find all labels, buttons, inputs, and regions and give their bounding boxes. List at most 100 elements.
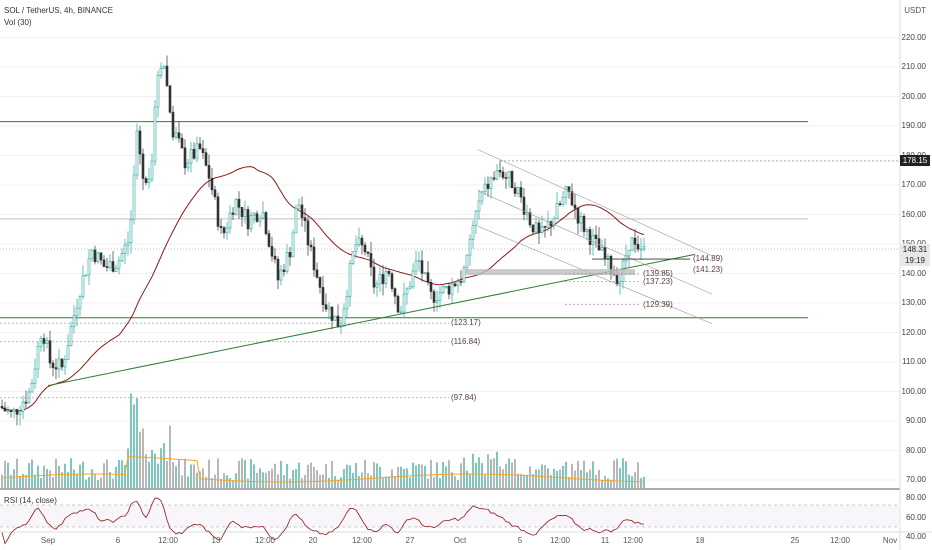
candle-body [78, 296, 82, 309]
volume-bar [286, 463, 288, 488]
volume-bar [13, 469, 15, 488]
candle-body [582, 215, 586, 232]
price-tick-label: 140.00 [901, 268, 926, 278]
volume-bar [139, 431, 141, 488]
candle-body [636, 244, 640, 250]
candle-body [462, 267, 466, 283]
volume-bar [202, 468, 204, 488]
volume-bar [88, 476, 90, 488]
countdown-badge: 19:19 [900, 255, 930, 266]
time-tick-label: 12:00 [351, 536, 373, 545]
volume-bar [220, 478, 222, 488]
volume-bar [484, 474, 486, 488]
candle-body [486, 183, 490, 189]
volume-bar [619, 468, 621, 488]
volume-bar [526, 474, 528, 488]
candle-body [480, 191, 484, 202]
candle-body [360, 237, 364, 246]
volume-bar [421, 464, 423, 488]
volume-bar [385, 476, 387, 488]
candle-body [519, 187, 523, 198]
candle-body [135, 130, 139, 176]
candle-body [285, 252, 289, 272]
volume-bar [469, 474, 471, 488]
volume-bar [634, 472, 636, 488]
candle-body [165, 65, 169, 87]
volume-bar [601, 479, 603, 488]
candle-body [477, 200, 481, 212]
volume-bar [163, 443, 165, 488]
volume-bar [133, 404, 135, 488]
volume-bar [586, 472, 588, 488]
candle-body [264, 212, 268, 235]
candle-body [219, 226, 223, 228]
candle-body [237, 198, 241, 208]
candle-body [84, 274, 88, 277]
time-tick-label: 13 [211, 536, 221, 545]
candle-body [144, 178, 148, 184]
candle-body [126, 242, 130, 246]
volume-bar [151, 449, 153, 488]
volume-bar [70, 458, 72, 488]
candle-body [246, 209, 250, 230]
time-tick-label: 25 [790, 536, 800, 545]
candle-body [558, 203, 562, 206]
volume-bar [436, 462, 438, 488]
candle-body [93, 249, 97, 263]
volume-bar [424, 465, 426, 488]
candle-body [180, 137, 184, 149]
volume-bar [598, 469, 600, 488]
candle-body [600, 247, 604, 251]
time-tick-label: 12:00 [157, 536, 179, 545]
candle-body [171, 111, 175, 138]
candle-body [0, 405, 4, 409]
candle-body [12, 409, 16, 412]
volume-bar [4, 460, 6, 488]
candle-body [354, 244, 358, 252]
candle-body [552, 218, 556, 226]
candle-body [483, 183, 487, 192]
candle-body [303, 217, 307, 222]
candle-body [21, 401, 25, 412]
candle-body [195, 143, 199, 159]
volume-bar [280, 460, 282, 488]
rsi-pane [0, 497, 900, 545]
volume-bar [607, 478, 609, 488]
candle-body [585, 229, 589, 232]
price-tick-label: 170.00 [901, 180, 926, 189]
candle-body [114, 267, 118, 272]
candle-body [405, 288, 409, 295]
candle-body [330, 306, 334, 321]
candle-body [630, 237, 634, 251]
volume-bar [97, 479, 99, 488]
level-label: (137.23) [643, 276, 673, 286]
current-price-badge: 178.15 [900, 155, 930, 166]
candle-body [372, 266, 376, 288]
drawing-overlays [0, 149, 713, 399]
volume-bar [553, 468, 555, 488]
candle-body [48, 340, 52, 364]
volume-bar [610, 479, 612, 488]
candle-body [159, 67, 163, 76]
candle-body [66, 345, 70, 360]
channel-mid-line [477, 190, 713, 295]
time-tick-label: 5 [517, 536, 523, 545]
candle-body [324, 304, 328, 310]
candle-body [528, 212, 532, 226]
volume-bar [226, 475, 228, 488]
volume-bar [523, 474, 525, 488]
candle-body [345, 296, 349, 310]
volume-bar [268, 470, 270, 488]
rsi-label: RSI (14, close) [4, 496, 57, 505]
candle-body [375, 283, 379, 288]
candle-body [294, 208, 298, 234]
volume-bar [250, 459, 252, 488]
time-tick-label: Nov [882, 536, 898, 545]
moving-average-line [1, 166, 645, 412]
candle-body [117, 260, 121, 269]
volume-bar [274, 463, 276, 488]
volume-bar [517, 473, 519, 488]
volume-bar [193, 464, 195, 488]
candle-body [198, 143, 202, 149]
